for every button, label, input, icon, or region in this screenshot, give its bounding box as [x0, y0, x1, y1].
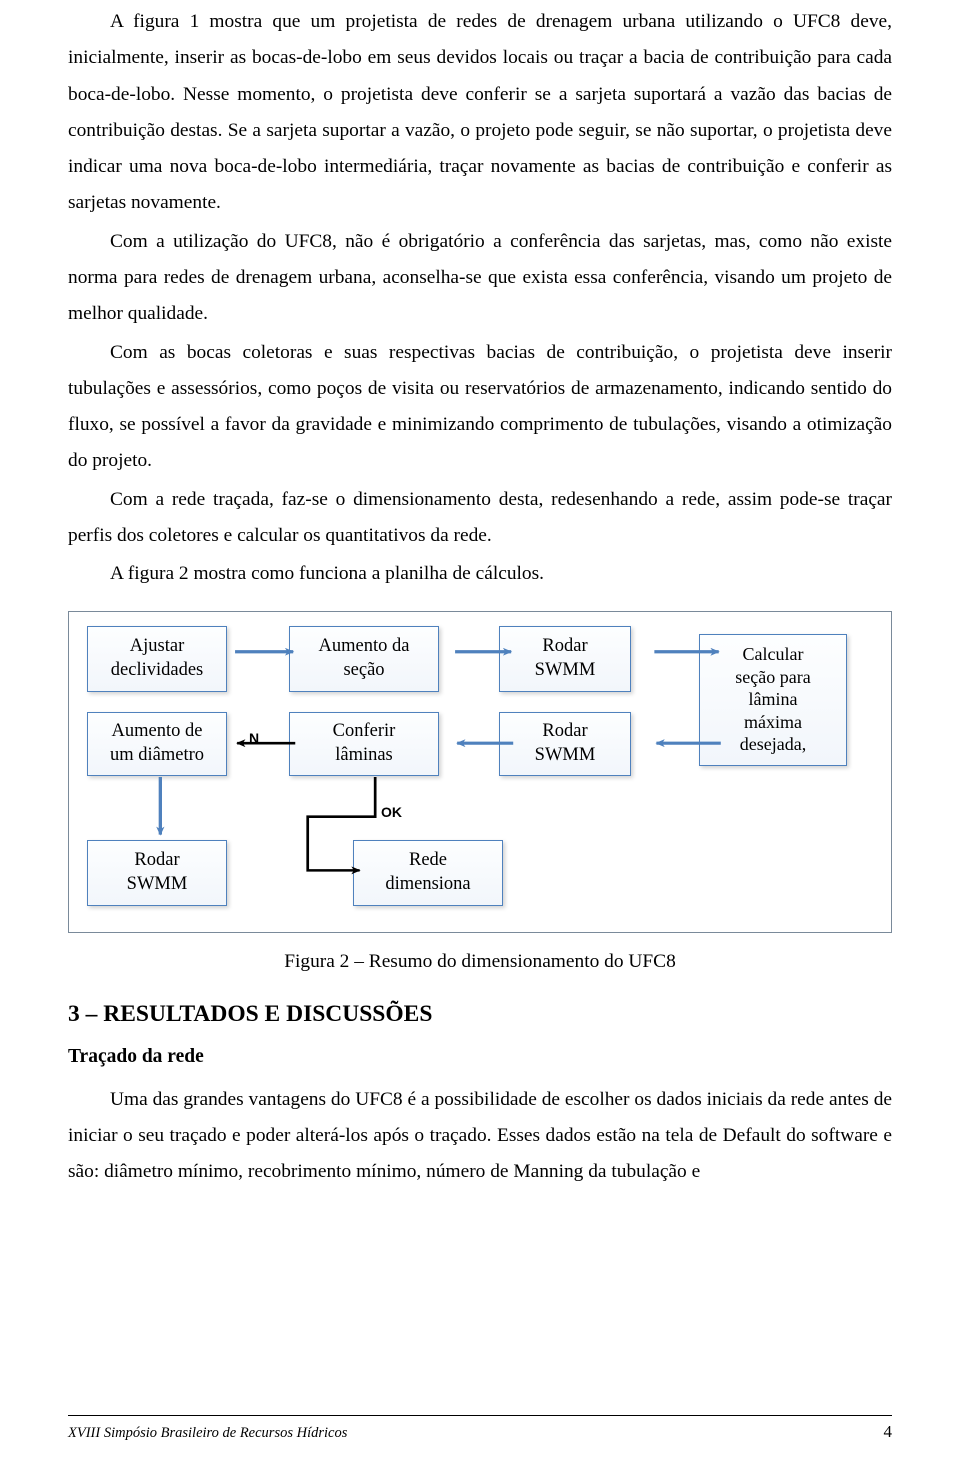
paragraph-1: A figura 1 mostra que um projetista de r…	[68, 4, 892, 222]
paragraph-2: Com a utilização do UFC8, não é obrigató…	[68, 224, 892, 333]
figure-2-flowchart: Ajustar declividades Aumento da seção Ro…	[68, 611, 892, 933]
flow-node-conferir-laminas: Conferir lâminas	[289, 712, 439, 776]
flow-node-rodar-swmm-3: Rodar SWMM	[87, 840, 227, 906]
edge-label-n: N	[249, 730, 259, 746]
paragraph-3: Com as bocas coletoras e suas respectiva…	[68, 335, 892, 480]
flow-node-aumento-diametro: Aumento de um diâmetro	[87, 712, 227, 776]
footer-rule	[68, 1415, 892, 1416]
footer-page-number: 4	[884, 1422, 893, 1442]
paragraph-5: A figura 2 mostra como funciona a planil…	[68, 556, 892, 592]
flow-node-rodar-swmm-2: Rodar SWMM	[499, 712, 631, 776]
figure-2-caption: Figura 2 – Resumo do dimensionamento do …	[68, 951, 892, 973]
flow-node-ajustar-declividades: Ajustar declividades	[87, 626, 227, 692]
footer-conference-name: XVIII Simpósio Brasileiro de Recursos Hí…	[68, 1425, 347, 1442]
flow-node-calcular-secao: Calcular seção para lâmina máxima deseja…	[699, 634, 847, 766]
flow-node-rede-dimensiona: Rede dimensiona	[353, 840, 503, 906]
flow-node-aumento-secao: Aumento da seção	[289, 626, 439, 692]
section-3-heading: 3 – RESULTADOS E DISCUSSÕES	[68, 1001, 892, 1028]
paragraph-6: Uma das grandes vantagens do UFC8 é a po…	[68, 1082, 892, 1191]
paragraph-4: Com a rede traçada, faz-se o dimensionam…	[68, 482, 892, 555]
flow-node-rodar-swmm-1: Rodar SWMM	[499, 626, 631, 692]
subsection-tracado-heading: Traçado da rede	[68, 1046, 892, 1068]
edge-label-ok: OK	[381, 804, 402, 820]
